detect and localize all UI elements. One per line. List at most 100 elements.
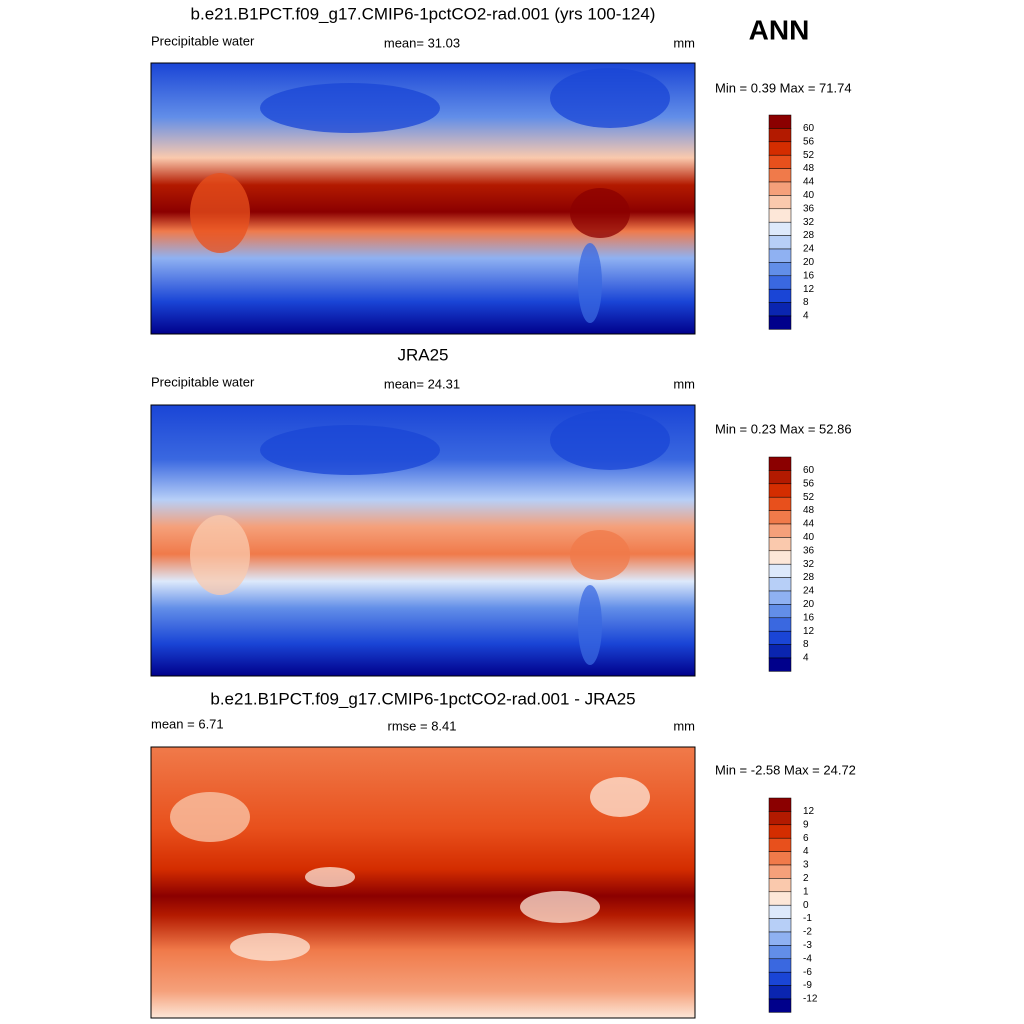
colorbar-label: 4 (803, 653, 809, 664)
colorbar-box (768, 590, 792, 605)
colorbar-box (768, 114, 792, 129)
colorbar-box (768, 510, 792, 525)
map-feature (170, 792, 250, 842)
map-feature (590, 777, 650, 817)
colorbar-box (768, 797, 792, 812)
map-feature (190, 515, 250, 595)
map-feature (260, 425, 440, 475)
colorbar-label: 0 (803, 900, 809, 911)
colorbar-box (768, 630, 792, 645)
colorbar-box (768, 315, 792, 330)
colorbar-box (768, 811, 792, 826)
map-frame (150, 62, 696, 335)
colorbar-box (768, 918, 792, 933)
colorbar-box (768, 550, 792, 565)
colorbar-label: 8 (803, 639, 809, 650)
colorbar-label: 60 (803, 465, 815, 476)
colorbar-label: 60 (803, 123, 815, 134)
colorbar-box (768, 456, 792, 471)
units-label: mm (673, 718, 695, 733)
colorbar-box (768, 128, 792, 143)
colorbar-label: 44 (803, 177, 815, 188)
colorbar-label: -12 (803, 994, 818, 1005)
colorbar-label: 52 (803, 150, 815, 161)
colorbar-box (768, 275, 792, 290)
colorbar-box (768, 837, 792, 852)
colorbar-box (768, 470, 792, 485)
colorbar-box (768, 617, 792, 632)
colorbar-box (768, 208, 792, 223)
colorbar-box (768, 985, 792, 1000)
map-feature (190, 173, 250, 253)
colorbar-box (768, 851, 792, 866)
colorbar-label: 32 (803, 559, 815, 570)
colorbar-box (768, 181, 792, 196)
colorbar-label: 52 (803, 492, 815, 503)
colorbar-box (768, 864, 792, 879)
colorbar-label: 32 (803, 217, 815, 228)
map-feature (578, 585, 602, 665)
colorbar-label: 2 (803, 873, 809, 884)
left-label: mean = 6.71 (151, 716, 224, 731)
colorbar-label: 12 (803, 626, 815, 637)
colorbar-label: 44 (803, 519, 815, 530)
colorbar-box (768, 496, 792, 511)
panel-title: JRA25 (397, 345, 448, 364)
colorbar-box (768, 904, 792, 919)
colorbar-label: 1 (803, 886, 809, 897)
colorbar-box (768, 931, 792, 946)
colorbar-label: 12 (803, 284, 815, 295)
center-label: mean= 31.03 (384, 35, 460, 50)
colorbar-box (768, 154, 792, 169)
colorbar-box (768, 577, 792, 592)
colorbar-box (768, 235, 792, 250)
colorbar-label: -1 (803, 913, 812, 924)
panel-title: b.e21.B1PCT.f09_g17.CMIP6-1pctCO2-rad.00… (210, 689, 635, 708)
colorbar-box (768, 958, 792, 973)
map-feature (520, 891, 600, 923)
units-label: mm (673, 35, 695, 50)
map-frame (150, 404, 696, 677)
map-feature (230, 933, 310, 961)
colorbar-label: 48 (803, 163, 815, 174)
colorbar-box (768, 195, 792, 210)
colorbar-box (768, 878, 792, 893)
colorbar-box (768, 998, 792, 1013)
colorbar-label: -6 (803, 967, 812, 978)
colorbar-box (768, 221, 792, 236)
colorbar-label: -3 (803, 940, 812, 951)
colorbar-box (768, 657, 792, 672)
left-label: Precipitable water (151, 33, 255, 48)
colorbar-label: 8 (803, 297, 809, 308)
left-label: Precipitable water (151, 374, 255, 389)
colorbar-label: 56 (803, 136, 815, 147)
map-feature (570, 530, 630, 580)
colorbar-box (768, 483, 792, 498)
min-max: Min = -2.58 Max = 24.72 (715, 762, 856, 777)
colorbar-label: -4 (803, 953, 812, 964)
map-feature (305, 867, 355, 887)
colorbar-box (768, 168, 792, 183)
map-frame (150, 746, 696, 1019)
colorbar-label: 4 (803, 311, 809, 322)
colorbar-label: -2 (803, 927, 812, 938)
min-max: Min = 0.39 Max = 71.74 (715, 80, 852, 95)
colorbar-box (768, 288, 792, 303)
min-max: Min = 0.23 Max = 52.86 (715, 421, 852, 436)
colorbar-label: 4 (803, 846, 809, 857)
colorbar-box (768, 141, 792, 156)
panel-title: b.e21.B1PCT.f09_g17.CMIP6-1pctCO2-rad.00… (191, 4, 656, 23)
map-feature (260, 83, 440, 133)
colorbar-box (768, 945, 792, 960)
colorbar-box (768, 604, 792, 619)
colorbar-label: 12 (803, 806, 815, 817)
colorbar-label: 20 (803, 599, 815, 610)
colorbar-box (768, 248, 792, 263)
colorbar-label: 28 (803, 572, 815, 583)
colorbar-label: -9 (803, 980, 812, 991)
colorbar-box (768, 302, 792, 317)
colorbar-label: 9 (803, 819, 809, 830)
colorbar-label: 6 (803, 833, 809, 844)
colorbar-box (768, 563, 792, 578)
